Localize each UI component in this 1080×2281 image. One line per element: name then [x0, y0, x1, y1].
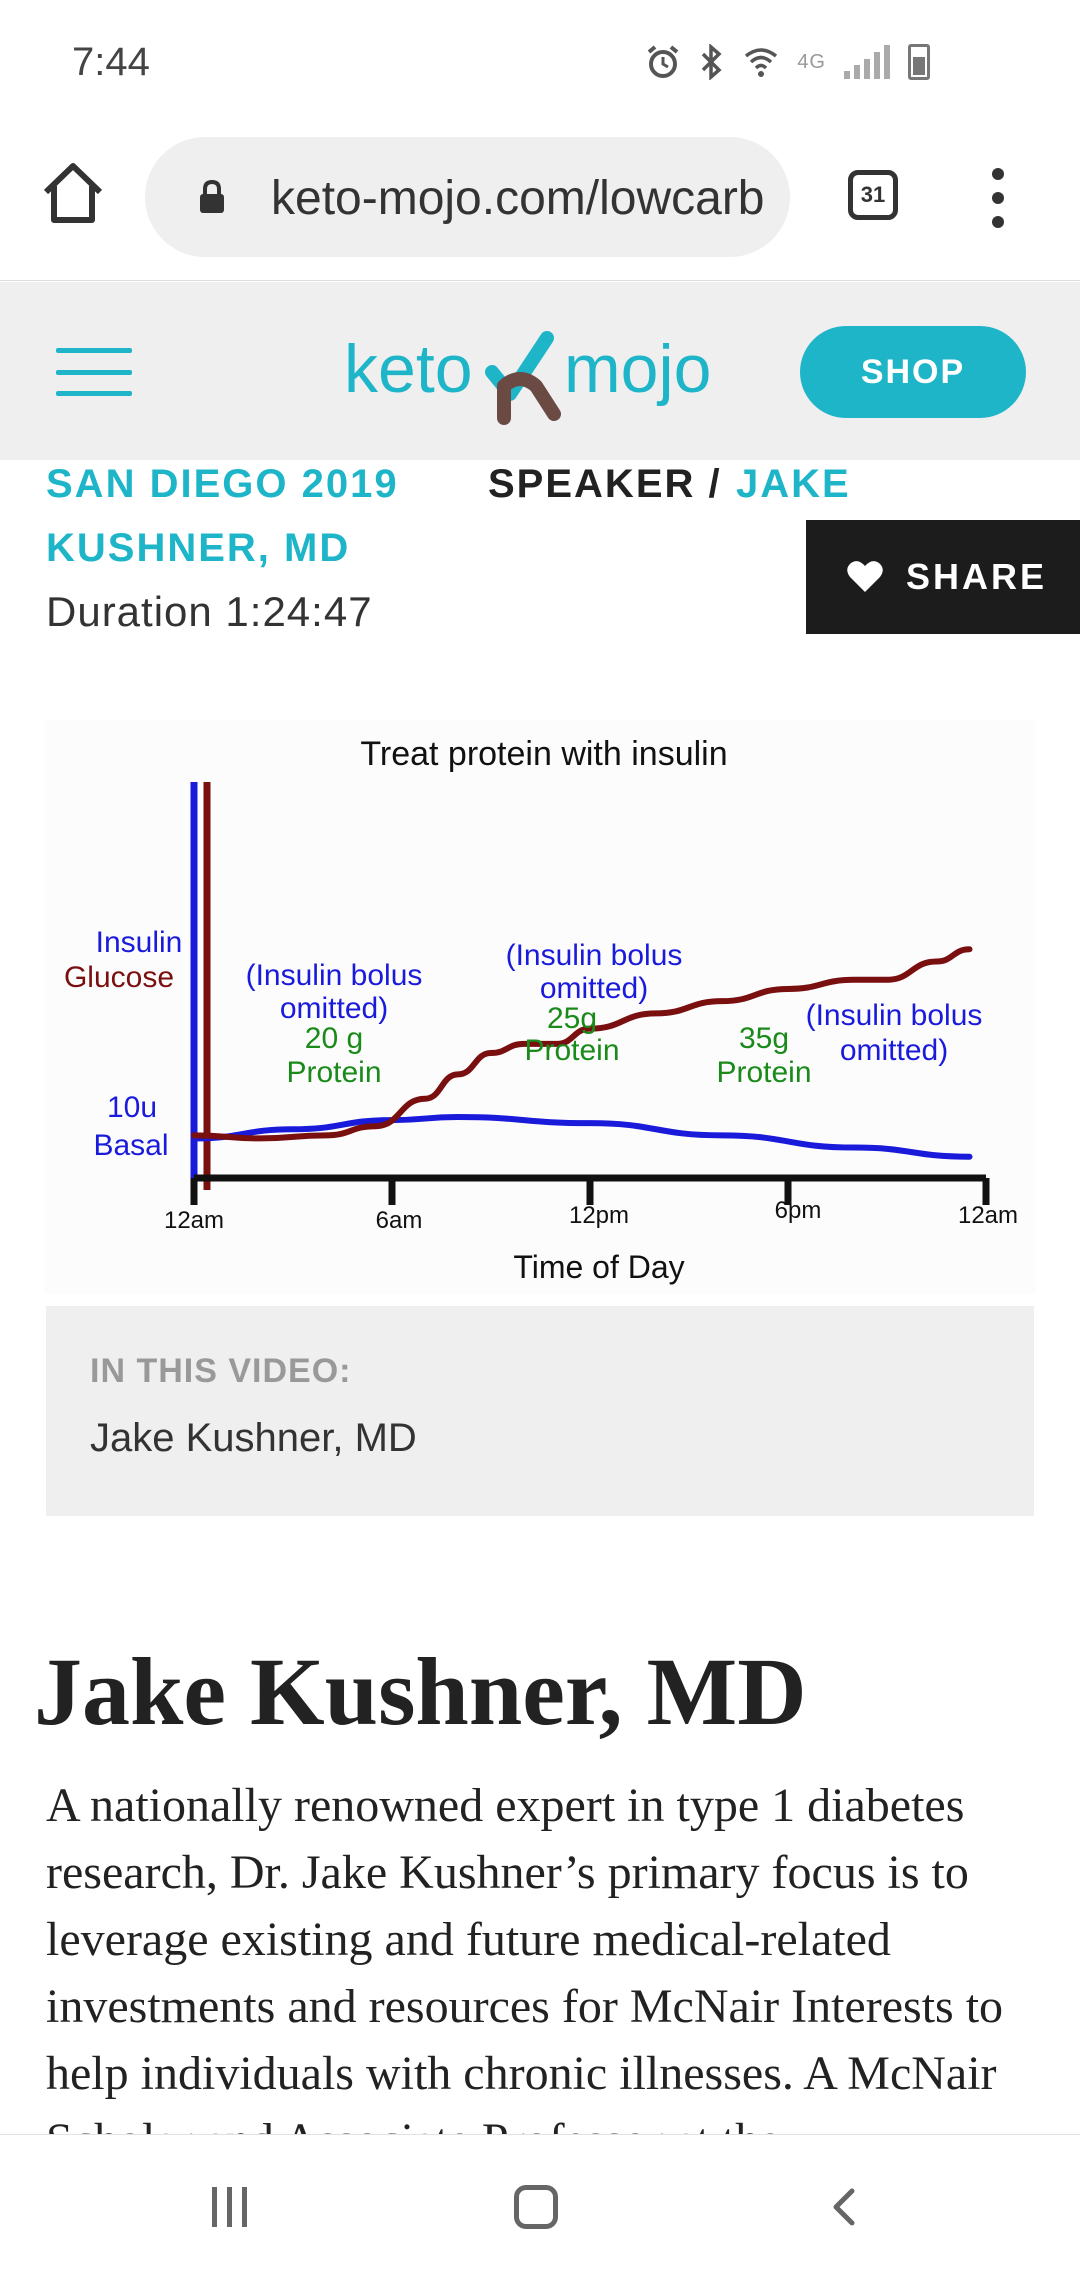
- chart-annotation: omitted): [280, 992, 388, 1025]
- chart-annotation: 25g: [547, 1002, 597, 1035]
- chart-annotation: (Insulin bolus: [506, 939, 683, 972]
- y-side-label: Glucose: [64, 961, 174, 994]
- shop-button[interactable]: SHOP: [800, 326, 1026, 418]
- series-line-insulin: [191, 1114, 973, 1160]
- x-tick-label: 6pm: [775, 1197, 822, 1224]
- x-tick-label: 12am: [958, 1202, 1018, 1229]
- y-side-label: Insulin: [96, 926, 183, 959]
- chart-annotation: omitted): [840, 1034, 948, 1067]
- share-button[interactable]: SHARE: [806, 520, 1080, 634]
- address-bar[interactable]: keto-mojo.com/lowcarb: [145, 137, 790, 257]
- chart-annotation: 20 g: [305, 1022, 363, 1055]
- browser-menu-icon[interactable]: [978, 168, 1018, 228]
- x-tick-label: 6am: [376, 1207, 423, 1234]
- in-this-video-speaker[interactable]: Jake Kushner, MD: [90, 1416, 417, 1460]
- article-title: Jake Kushner, MD: [34, 1638, 807, 1745]
- system-nav-bar: [0, 2134, 1080, 2281]
- speaker-prefix: SPEAKER /: [488, 462, 722, 506]
- battery-icon: [908, 44, 930, 80]
- recent-apps-icon[interactable]: [212, 2187, 247, 2227]
- x-tick-label: 12am: [164, 1207, 224, 1234]
- status-bar: 7:44 4G: [0, 0, 1080, 130]
- site-header: keto mojo SHOP: [0, 282, 1080, 460]
- chart-title: Treat protein with insulin: [360, 735, 727, 773]
- article-body: A nationally renowned expert in type 1 d…: [46, 1779, 1004, 2167]
- alarm-icon: [648, 45, 679, 78]
- event-link[interactable]: SAN DIEGO 2019: [46, 462, 399, 506]
- chart-annotation: (Insulin bolus: [806, 999, 983, 1032]
- browser-toolbar: keto-mojo.com/lowcarb 31: [0, 130, 1080, 281]
- home-icon[interactable]: [514, 2185, 558, 2229]
- chart-annotation: 35g: [739, 1022, 789, 1055]
- home-icon[interactable]: [38, 158, 108, 228]
- chart-annotation: omitted): [540, 972, 648, 1005]
- chart-annotation: Protein: [286, 1056, 381, 1089]
- speaker-link-rest[interactable]: KUSHNER, MD: [46, 526, 351, 570]
- lock-icon: [200, 179, 224, 213]
- share-label: SHARE: [906, 556, 1048, 597]
- in-this-video-box: IN THIS VIDEO: Jake Kushner, MD: [46, 1306, 1034, 1516]
- heart-icon: [847, 561, 883, 592]
- signal-icon: [844, 45, 890, 79]
- logo-text-left: keto: [344, 331, 473, 407]
- url-text: keto-mojo.com/lowcarb: [271, 172, 765, 225]
- status-icons: 4G: [645, 44, 930, 80]
- speaker-link-first[interactable]: JAKE: [736, 462, 851, 506]
- protein-insulin-chart[interactable]: Treat protein with insulin 12am 6am 12pm 6pm…: [44, 720, 1036, 1294]
- back-icon[interactable]: [822, 2185, 866, 2229]
- x-axis-label: Time of Day: [513, 1249, 684, 1285]
- logo-text-right: mojo: [564, 331, 711, 407]
- x-tick-label: 12pm: [569, 1202, 629, 1229]
- y-side-label: Basal: [93, 1129, 168, 1162]
- chart-annotation: Protein: [716, 1056, 811, 1089]
- network-type-label: 4G: [797, 50, 826, 73]
- chart-annotation: Protein: [524, 1034, 619, 1067]
- y-side-label: 10u: [107, 1091, 157, 1124]
- status-time: 7:44: [72, 40, 150, 84]
- hamburger-menu-icon[interactable]: [56, 348, 132, 396]
- video-duration: Duration 1:24:47: [46, 588, 373, 635]
- series-line-glucose: [191, 946, 973, 1142]
- wifi-icon: [745, 48, 778, 77]
- in-this-video-label: IN THIS VIDEO:: [90, 1352, 352, 1390]
- tab-switcher-button[interactable]: 31: [848, 170, 898, 220]
- chart-annotation: (Insulin bolus: [246, 959, 423, 992]
- keto-mojo-logo[interactable]: keto mojo: [342, 310, 742, 430]
- bluetooth-icon: [702, 44, 722, 80]
